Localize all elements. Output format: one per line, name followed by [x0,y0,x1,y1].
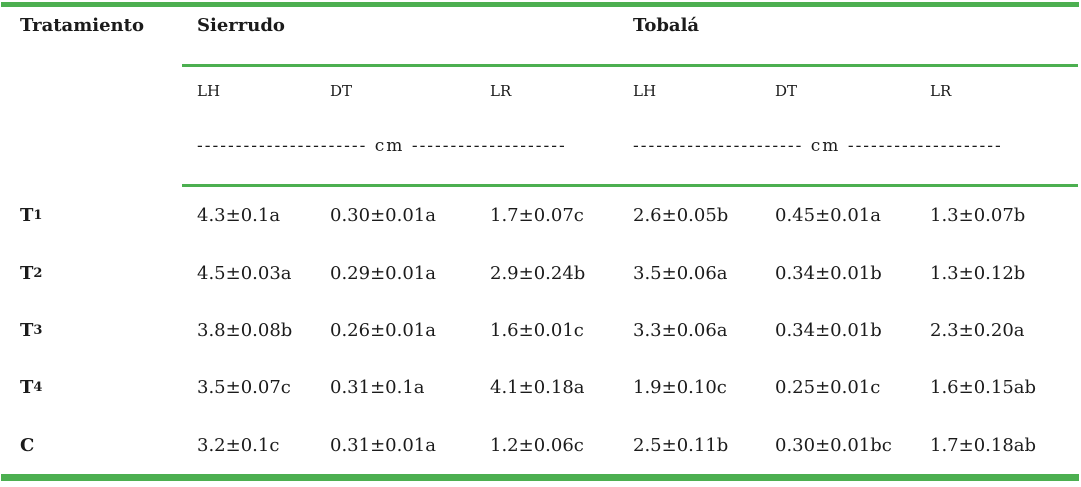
cell-c-tobala-lh: 2.5±0.11b [633,434,729,456]
cell-t3-tobala-lh: 3.3±0.06a [633,319,728,341]
cell-t3-tobala-dt: 0.34±0.01b [775,319,882,341]
cell-t1-tobala-lr: 1.3±0.07b [930,205,1026,227]
subheader-sierrudo-lh: LH [197,82,221,100]
cell-t4-tobala-lh: 1.9±0.10c [633,377,727,399]
units-spacer [0,115,182,187]
column-header-tratamiento: Tratamiento [20,15,144,36]
row-label-prefix: T [20,205,34,227]
cell-t3-tobala-lr: 2.3±0.20a [930,319,1025,341]
cell-c-sierrudo-dt: 0.31±0.01a [330,434,436,456]
results-table: Tratamiento Sierrudo Tobalá LH DT LR LH … [0,15,1037,474]
group-header-underline [182,64,1078,67]
cell-t2-tobala-dt: 0.34±0.01b [775,262,882,284]
cell-t1-tobala-lh: 2.6±0.05b [633,205,729,227]
data-section-topline [182,184,1078,187]
cell-t2-tobala-lh: 3.5±0.06a [633,262,728,284]
subheader-sierrudo-lr: LR [490,82,512,100]
cell-t3-sierrudo-lr: 1.6±0.01c [490,319,584,341]
table-bottom-border [1,474,1079,481]
row-label-prefix: T [20,262,34,284]
cell-c-sierrudo-lr: 1.2±0.06c [490,434,584,456]
cell-t3-sierrudo-lh: 3.8±0.08b [197,319,293,341]
cell-t4-sierrudo-dt: 0.31±0.1a [330,377,425,399]
row-label-digit: 3 [33,322,43,338]
cell-t4-tobala-dt: 0.25±0.01c [775,377,881,399]
subheader-tobala-lr: LR [930,82,952,100]
row-label-digit: 2 [33,265,43,281]
subheader-tobala-lh: LH [633,82,657,100]
units-line-sierrudo: ---------------------- cm --------------… [197,136,567,156]
cell-t1-sierrudo-lh: 4.3±0.1a [197,205,281,227]
cell-t1-sierrudo-lr: 1.7±0.07c [490,205,584,227]
cell-t3-sierrudo-dt: 0.26±0.01a [330,319,436,341]
cell-t1-tobala-dt: 0.45±0.01a [775,205,881,227]
cell-t4-sierrudo-lr: 4.1±0.18a [490,377,585,399]
cell-c-tobala-dt: 0.30±0.01bc [775,434,892,456]
cell-t2-sierrudo-dt: 0.29±0.01a [330,262,436,284]
subheader-spacer [0,66,182,115]
cell-t4-sierrudo-lh: 3.5±0.07c [197,377,291,399]
cell-t2-tobala-lr: 1.3±0.12b [930,262,1026,284]
group-header-sierrudo: Sierrudo [197,15,285,36]
row-label-c: C [0,417,182,474]
group-header-tobala: Tobalá [633,15,700,36]
units-line-tobala: ---------------------- cm --------------… [633,136,1003,156]
subheader-tobala-dt: DT [775,82,798,100]
cell-t1-sierrudo-dt: 0.30±0.01a [330,205,436,227]
cell-t4-tobala-lr: 1.6±0.15ab [930,377,1037,399]
cell-t2-sierrudo-lh: 4.5±0.03a [197,262,292,284]
row-label-digit: 1 [33,208,43,224]
row-label-digit: 4 [33,380,43,396]
row-label-prefix: T [20,319,34,341]
row-label-prefix: C [20,434,35,456]
cell-c-tobala-lr: 1.7±0.18ab [930,434,1037,456]
row-label-prefix: T [20,377,34,399]
cell-c-sierrudo-lh: 3.2±0.1c [197,434,280,456]
table-top-border [1,2,1079,7]
cell-t2-sierrudo-lr: 2.9±0.24b [490,262,586,284]
subheader-sierrudo-dt: DT [330,82,353,100]
